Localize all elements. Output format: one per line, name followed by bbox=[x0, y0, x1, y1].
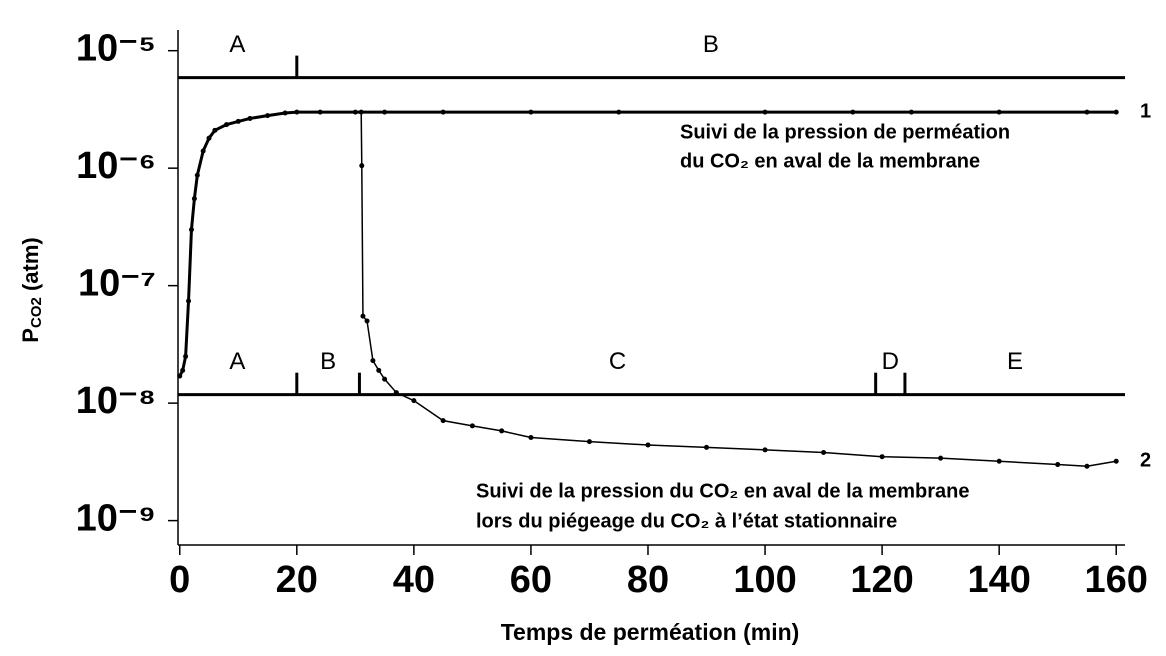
x-axis-label: Temps de perméation (min) bbox=[501, 619, 800, 645]
data-point bbox=[206, 135, 212, 141]
phase-label: B bbox=[703, 31, 719, 58]
y-tick-label: 10⁻⁵ bbox=[76, 28, 156, 70]
data-point bbox=[440, 418, 446, 424]
data-point bbox=[908, 109, 914, 115]
data-point bbox=[393, 390, 399, 396]
y-axis-label: PCO2 (atm) bbox=[18, 237, 45, 342]
data-point bbox=[352, 109, 358, 115]
data-point bbox=[359, 163, 365, 169]
data-point bbox=[879, 454, 885, 460]
y-label-unit: (atm) bbox=[18, 237, 43, 297]
series-label: 2 bbox=[1140, 450, 1151, 472]
data-point bbox=[762, 109, 768, 115]
data-point bbox=[645, 442, 651, 448]
data-point bbox=[1113, 109, 1119, 115]
data-point bbox=[850, 109, 856, 115]
data-point bbox=[224, 122, 230, 128]
data-point bbox=[382, 376, 388, 382]
data-point bbox=[191, 196, 197, 202]
phase-label: D bbox=[882, 348, 899, 375]
series-line bbox=[360, 112, 1117, 468]
data-point bbox=[358, 109, 364, 115]
phase-label: A bbox=[229, 31, 245, 58]
data-point bbox=[200, 148, 206, 154]
data-point bbox=[294, 109, 300, 115]
data-point bbox=[499, 428, 505, 434]
data-point bbox=[586, 439, 592, 445]
data-point bbox=[177, 373, 183, 379]
x-tick-label: 60 bbox=[510, 559, 552, 601]
data-point bbox=[265, 113, 271, 119]
data-point bbox=[996, 109, 1002, 115]
y-label-sub: CO2 bbox=[28, 297, 45, 328]
data-point bbox=[1055, 462, 1061, 468]
data-point bbox=[938, 455, 944, 461]
data-point bbox=[360, 313, 366, 319]
phase-label: A bbox=[229, 348, 245, 375]
y-tick-label: 10⁻⁶ bbox=[76, 145, 156, 187]
data-point bbox=[317, 109, 323, 115]
phase-label: E bbox=[1007, 348, 1023, 375]
data-point bbox=[528, 109, 534, 115]
y-tick-label: 10⁻⁹ bbox=[76, 498, 156, 540]
data-point bbox=[440, 109, 446, 115]
x-tick-label: 160 bbox=[1085, 559, 1148, 601]
data-point bbox=[247, 115, 253, 121]
data-point bbox=[212, 127, 218, 133]
data-point bbox=[186, 298, 192, 304]
annotation: du CO₂ en aval de la membrane bbox=[680, 150, 980, 172]
phase-label: B bbox=[320, 348, 336, 375]
data-point bbox=[1084, 463, 1090, 469]
x-tick-label: 20 bbox=[276, 559, 318, 601]
y-tick-label: 10⁻⁸ bbox=[76, 380, 156, 422]
data-point bbox=[821, 449, 827, 455]
phase-label: C bbox=[609, 348, 626, 375]
data-point bbox=[370, 358, 376, 364]
data-point bbox=[194, 172, 200, 178]
x-tick-label: 140 bbox=[967, 559, 1030, 601]
series-line bbox=[178, 110, 1117, 377]
data-point bbox=[996, 458, 1002, 464]
data-point bbox=[382, 109, 388, 115]
x-tick-label: 100 bbox=[733, 559, 796, 601]
y-tick-label: 10⁻⁷ bbox=[78, 263, 156, 305]
data-point bbox=[188, 227, 194, 233]
data-point bbox=[528, 434, 534, 440]
data-point bbox=[616, 109, 622, 115]
series-label: 1 bbox=[1140, 100, 1151, 122]
data-point bbox=[1113, 458, 1119, 464]
data-point bbox=[704, 444, 710, 450]
x-tick-label: 40 bbox=[393, 559, 435, 601]
y-label-main: P bbox=[18, 328, 43, 343]
data-point bbox=[376, 367, 382, 373]
data-point bbox=[469, 423, 475, 429]
data-point bbox=[235, 118, 241, 124]
annotation: Suivi de la pression du CO₂ en aval de l… bbox=[476, 480, 970, 502]
data-point bbox=[762, 447, 768, 453]
annotation: lors du piégeage du CO₂ à l’état station… bbox=[476, 510, 897, 532]
data-point bbox=[180, 367, 186, 373]
data-point bbox=[411, 398, 417, 404]
data-point bbox=[1084, 109, 1090, 115]
annotation: Suivi de la pression de perméation bbox=[680, 121, 1010, 143]
x-tick-label: 80 bbox=[627, 559, 669, 601]
x-tick-label: 120 bbox=[850, 559, 913, 601]
x-tick-label: 0 bbox=[169, 559, 190, 601]
data-point bbox=[282, 110, 288, 116]
data-point bbox=[183, 353, 189, 359]
data-point bbox=[364, 318, 370, 324]
